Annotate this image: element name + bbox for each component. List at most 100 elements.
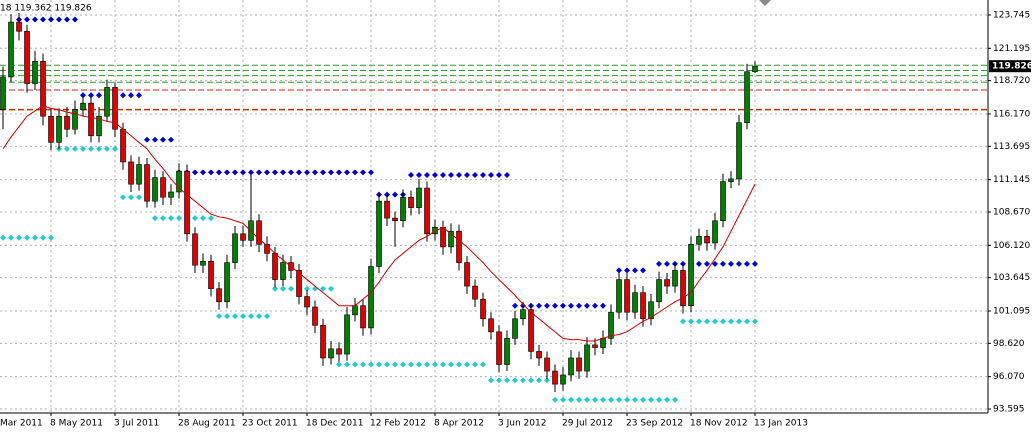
- level-dot: [648, 396, 654, 403]
- level-dot: [144, 136, 150, 143]
- level-dot: [552, 302, 558, 309]
- candle-body: [416, 187, 422, 208]
- candle-body: [752, 65, 758, 73]
- level-dot: [32, 16, 38, 23]
- level-dot: [216, 169, 222, 176]
- level-dot: [312, 169, 318, 176]
- candle-body: [176, 170, 182, 193]
- level-dot: [696, 318, 702, 325]
- candle-body: [232, 233, 238, 263]
- level-dot: [512, 377, 518, 384]
- candle-body: [384, 200, 390, 219]
- level-dot: [216, 313, 222, 320]
- level-dot: [272, 169, 278, 176]
- candle-body: [632, 292, 638, 313]
- candle-body: [560, 374, 566, 385]
- level-dot: [632, 267, 638, 274]
- level-dot: [720, 318, 726, 325]
- level-dot: [488, 377, 494, 384]
- level-dot: [152, 215, 158, 222]
- x-tick-label: 18 Nov 2012: [690, 419, 748, 429]
- candle-body: [368, 266, 374, 329]
- level-dot: [640, 267, 646, 274]
- candle-body: [296, 270, 302, 297]
- level-dot: [528, 377, 534, 384]
- level-dot: [304, 285, 310, 292]
- level-dot: [592, 302, 598, 309]
- level-dot: [88, 92, 94, 99]
- level-dot: [232, 313, 238, 320]
- level-dot: [560, 302, 566, 309]
- x-tick-label: 12 Feb 2012: [370, 419, 426, 429]
- candle-body: [512, 318, 518, 339]
- x-tick-label: 13 Jan 2013: [754, 419, 808, 429]
- level-dot: [464, 361, 470, 368]
- level-dot: [656, 396, 662, 403]
- level-dot: [488, 172, 494, 179]
- y-tick-label: 123.745: [993, 10, 1030, 20]
- level-dot: [728, 260, 734, 267]
- level-dot: [664, 396, 670, 403]
- level-dot: [624, 267, 630, 274]
- level-dot: [464, 172, 470, 179]
- candle-body: [640, 292, 646, 320]
- level-dot: [424, 361, 430, 368]
- candle-body: [24, 30, 30, 84]
- y-tick-label: 98.620: [993, 339, 1025, 349]
- level-dot: [72, 16, 78, 23]
- candle-body: [376, 200, 382, 267]
- level-dot: [696, 260, 702, 267]
- candle-body: [408, 196, 414, 208]
- level-dot: [416, 361, 422, 368]
- candle-body: [720, 181, 726, 222]
- level-dot: [472, 172, 478, 179]
- y-tick-label: 93.595: [993, 405, 1025, 415]
- level-dot: [408, 361, 414, 368]
- y-tick-label: 103.645: [993, 273, 1030, 283]
- level-dot: [104, 145, 110, 152]
- y-tick-label: 96.070: [993, 372, 1025, 382]
- level-dot: [384, 361, 390, 368]
- y-tick-label: 111.145: [993, 175, 1030, 185]
- level-dot: [256, 313, 262, 320]
- candle-body: [48, 115, 54, 143]
- level-dot: [200, 169, 206, 176]
- candle-body: [736, 122, 742, 180]
- level-dot: [232, 169, 238, 176]
- candle-body: [160, 177, 166, 198]
- x-tick-label: 3 Jul 2011: [114, 419, 159, 429]
- level-dot: [360, 361, 366, 368]
- header: 18 119.362 119.826: [0, 4, 92, 14]
- level-dot: [72, 145, 78, 152]
- level-dot: [208, 215, 214, 222]
- level-dot: [272, 285, 278, 292]
- level-dot: [632, 396, 638, 403]
- level-dot: [336, 361, 342, 368]
- level-dot: [448, 361, 454, 368]
- candle-body: [184, 170, 190, 235]
- level-dot: [568, 396, 574, 403]
- candle-body: [352, 305, 358, 316]
- candle-body: [312, 306, 318, 326]
- candle-body: [264, 243, 270, 254]
- x-tick-label: 28 Aug 2011: [178, 419, 236, 429]
- level-dot: [48, 16, 54, 23]
- candle-body: [432, 226, 438, 235]
- candle-body: [688, 243, 694, 306]
- candle-body: [728, 178, 734, 182]
- y-tick-label: 101.095: [993, 306, 1030, 316]
- level-dot: [600, 302, 606, 309]
- level-dot: [704, 260, 710, 267]
- level-dot: [168, 215, 174, 222]
- level-dot: [504, 172, 510, 179]
- level-dot: [552, 396, 558, 403]
- y-tick-label: 121.195: [993, 44, 1030, 54]
- level-dot: [344, 169, 350, 176]
- level-dot: [40, 234, 46, 241]
- level-dot: [440, 361, 446, 368]
- level-dot: [8, 234, 14, 241]
- y-tick-label: 108.670: [993, 207, 1030, 217]
- level-dot: [416, 172, 422, 179]
- y-tick-label: 106.120: [993, 241, 1030, 251]
- y-tick-label: 113.695: [993, 142, 1030, 152]
